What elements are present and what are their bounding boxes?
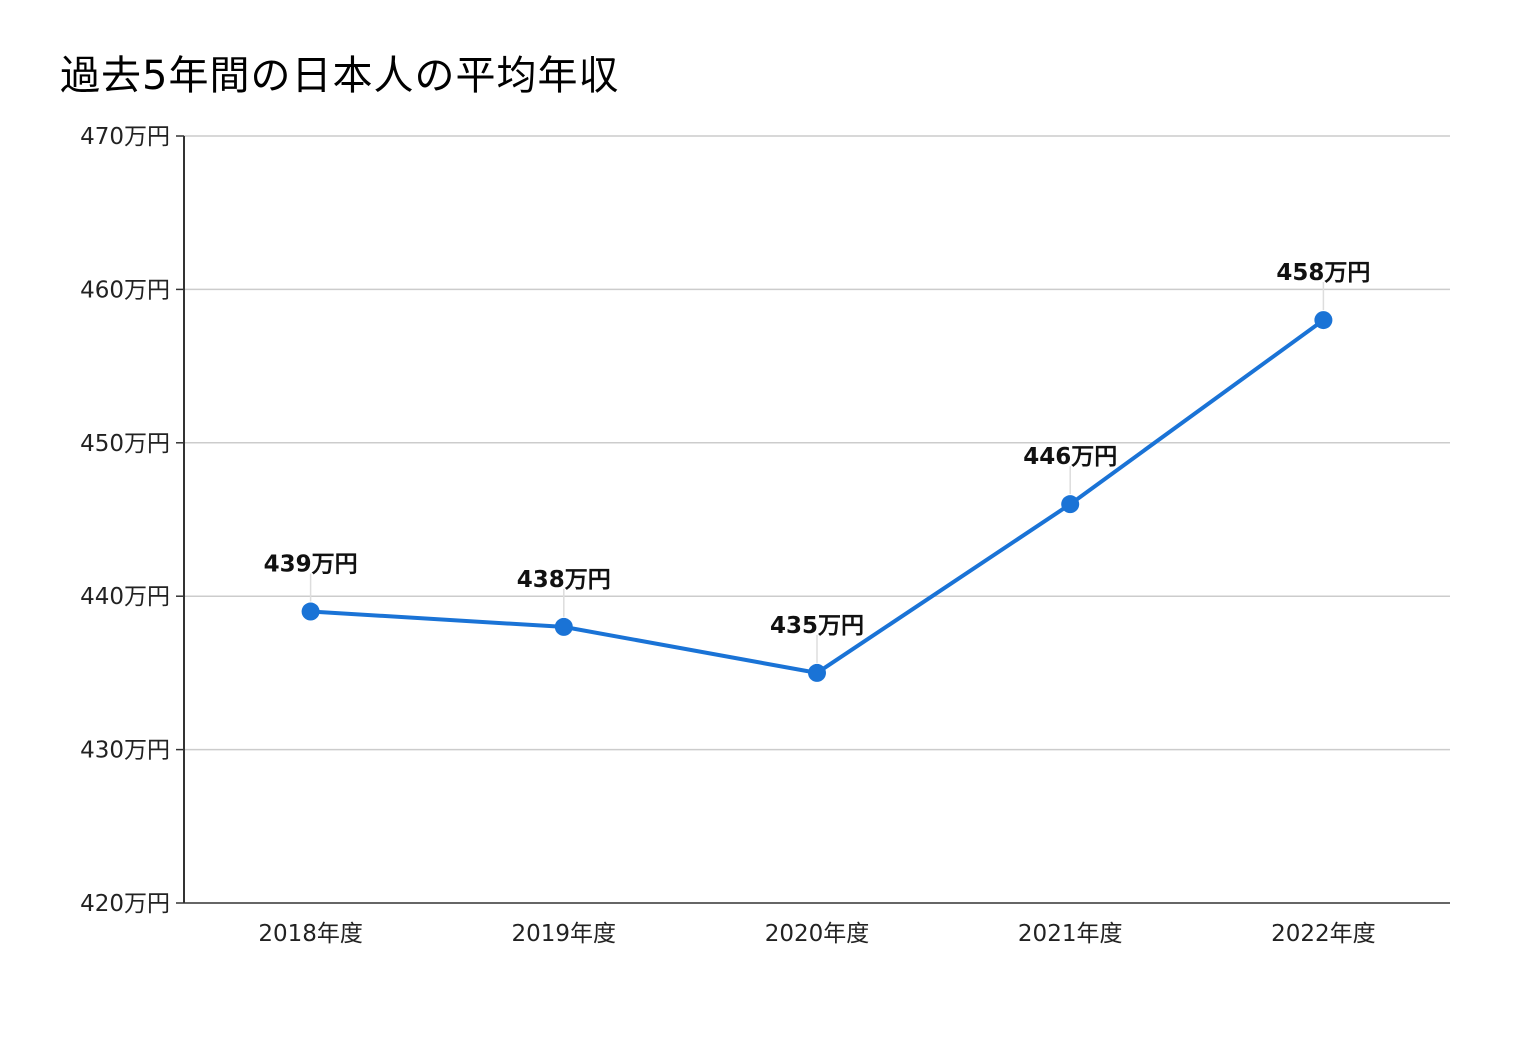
data-point bbox=[1314, 311, 1333, 330]
data-labels: 439万円 438万円 435万円 446万円 458万円 bbox=[264, 260, 1371, 639]
y-tick-label: 450万円 bbox=[80, 431, 170, 457]
x-tick-label: 2019年度 bbox=[512, 921, 617, 947]
data-label: 446万円 bbox=[1023, 444, 1117, 470]
x-tick-label: 2018年度 bbox=[258, 921, 363, 947]
data-label: 435万円 bbox=[770, 613, 864, 639]
y-tick-label: 440万円 bbox=[80, 584, 170, 610]
axes bbox=[176, 135, 1450, 904]
x-tick-label: 2022年度 bbox=[1271, 921, 1376, 947]
data-label: 458万円 bbox=[1276, 260, 1370, 286]
x-tick-label: 2020年度 bbox=[765, 921, 870, 947]
data-point bbox=[808, 663, 826, 682]
data-point bbox=[301, 602, 320, 621]
y-tick-label: 460万円 bbox=[80, 277, 170, 303]
chart-title: 過去5年間の日本人の平均年収 bbox=[60, 53, 620, 99]
data-label: 439万円 bbox=[264, 552, 358, 578]
y-tick-label: 430万円 bbox=[80, 738, 170, 764]
data-points bbox=[301, 311, 1333, 682]
y-tick-label: 470万円 bbox=[80, 124, 170, 150]
y-tick-label: 420万円 bbox=[80, 891, 170, 917]
data-label-leaders bbox=[309, 282, 1325, 663]
data-point bbox=[554, 617, 573, 636]
data-point bbox=[1061, 495, 1080, 514]
y-tick-labels: 420万円 430万円 440万円 450万円 460万円 470万円 bbox=[80, 124, 170, 917]
data-label: 438万円 bbox=[517, 567, 611, 593]
x-tick-label: 2021年度 bbox=[1018, 921, 1123, 947]
gridlines bbox=[184, 135, 1450, 751]
x-tick-labels: 2018年度 2019年度 2020年度 2021年度 2022年度 bbox=[258, 921, 1375, 947]
